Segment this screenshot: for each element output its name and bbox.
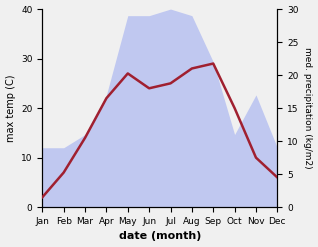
X-axis label: date (month): date (month) xyxy=(119,231,201,242)
Y-axis label: med. precipitation (kg/m2): med. precipitation (kg/m2) xyxy=(303,47,313,169)
Y-axis label: max temp (C): max temp (C) xyxy=(5,74,16,142)
